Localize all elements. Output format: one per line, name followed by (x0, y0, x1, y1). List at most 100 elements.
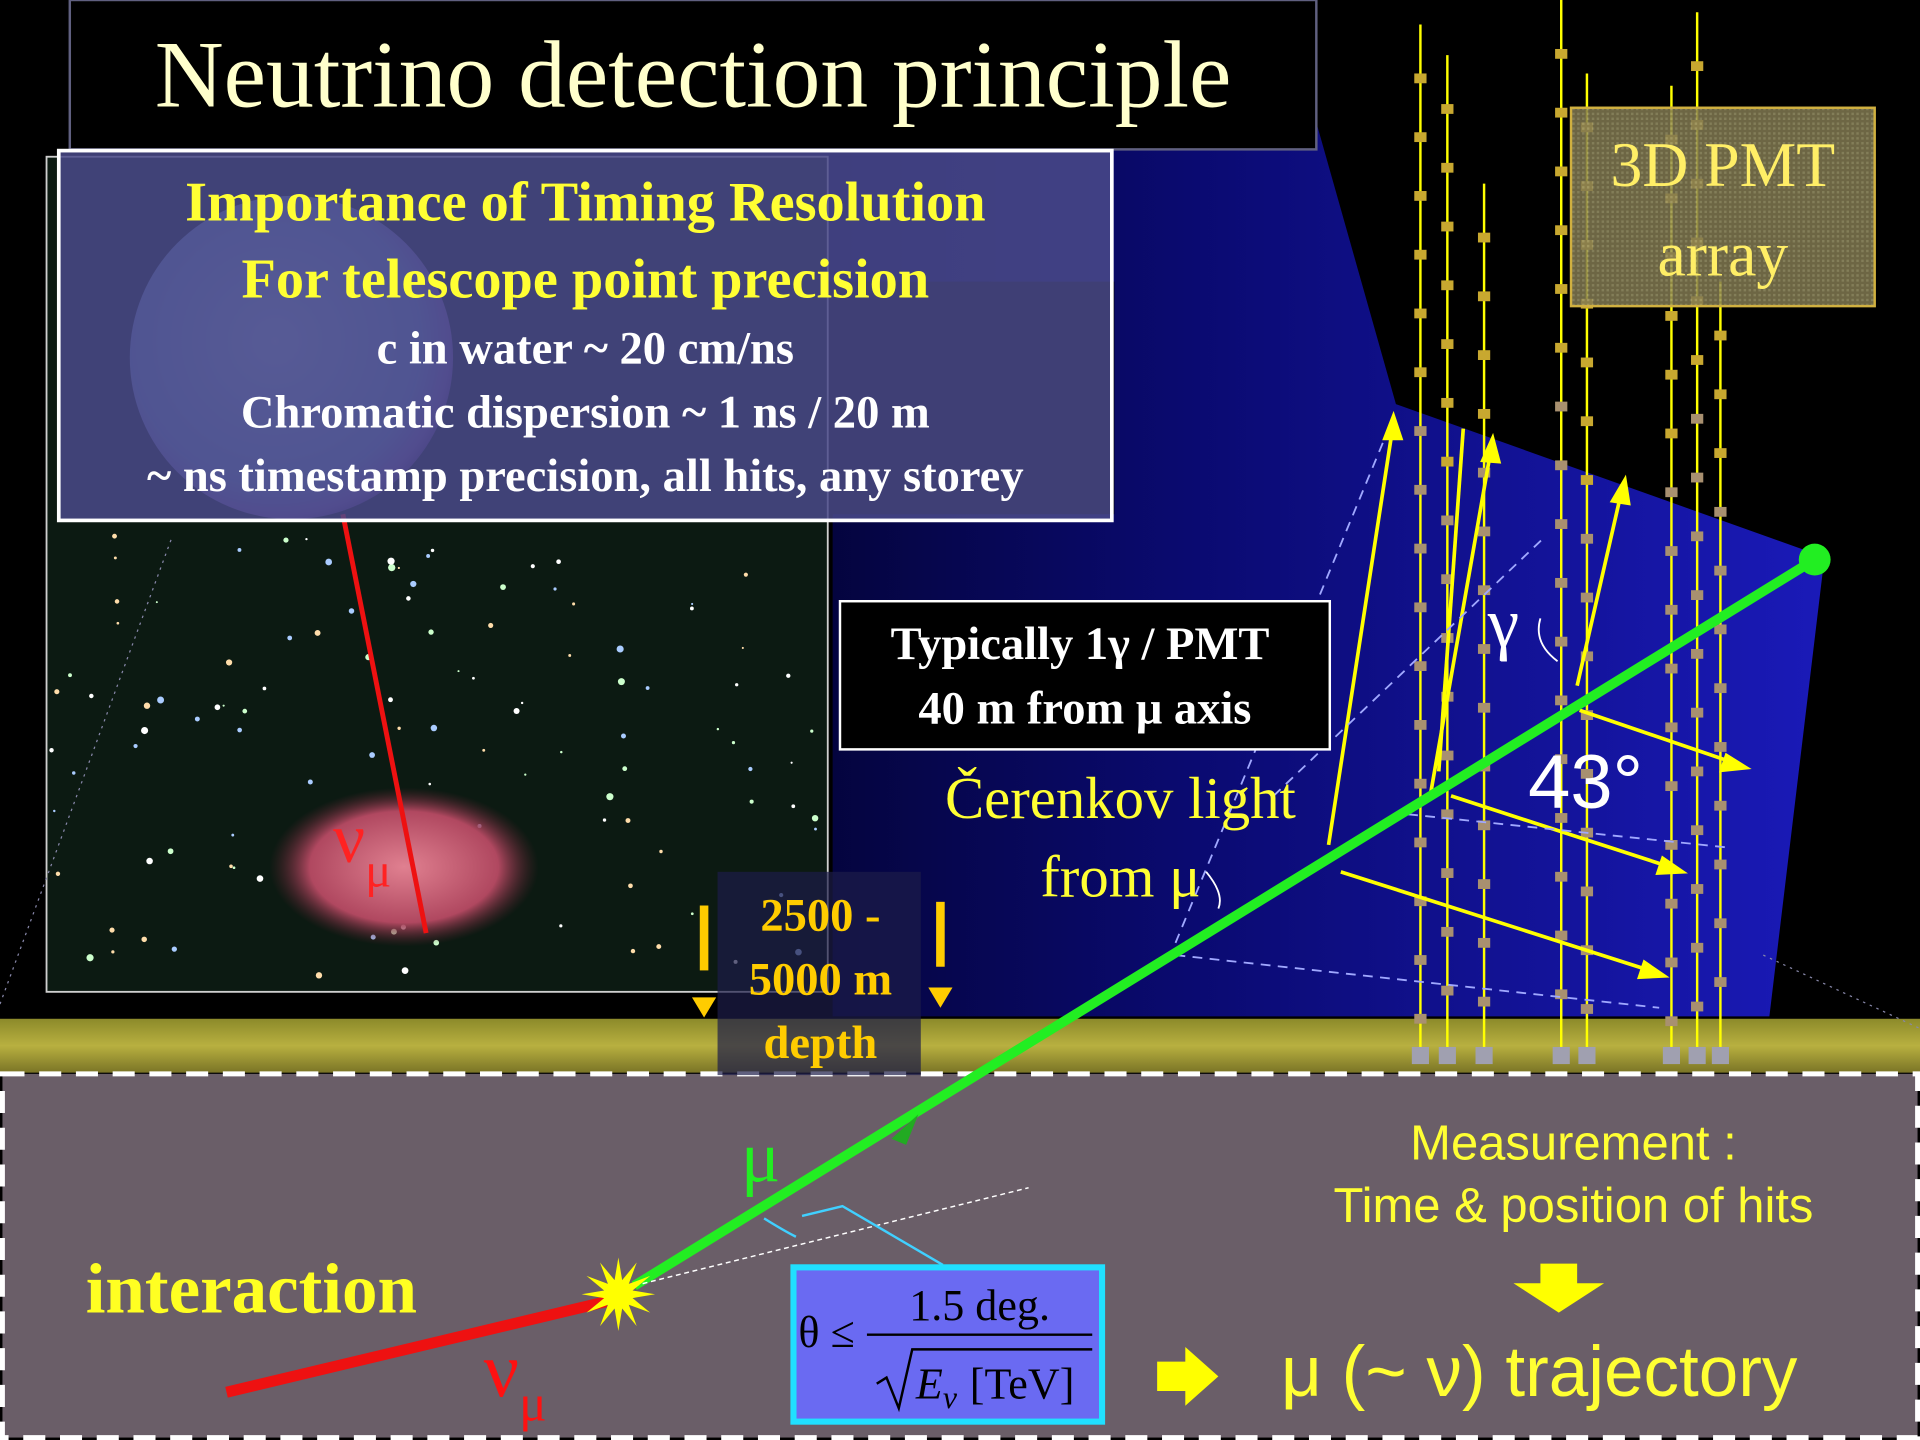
star (257, 875, 264, 882)
timing-heading: For telescope point precision (241, 249, 929, 311)
pmt (1665, 370, 1677, 380)
star (748, 767, 752, 771)
star (810, 730, 813, 733)
pmt (1555, 519, 1567, 529)
pmt (1691, 1002, 1703, 1012)
star (54, 689, 59, 694)
pmt (1691, 767, 1703, 777)
slide: Neutrino detection principle Importance … (0, 0, 1920, 1440)
star (572, 602, 575, 605)
pmt (1555, 637, 1567, 647)
pmt (1441, 280, 1453, 290)
star (117, 622, 120, 625)
star (109, 928, 114, 933)
pmt (1414, 544, 1426, 554)
pmt (1555, 578, 1567, 588)
star (112, 534, 117, 539)
pmt (1555, 872, 1567, 882)
anchor (1476, 1047, 1493, 1064)
star (621, 734, 626, 739)
star (791, 804, 795, 808)
pmt (1478, 938, 1490, 948)
star (89, 694, 93, 698)
pmt (1478, 409, 1490, 419)
star (387, 558, 394, 565)
pmt (1581, 534, 1593, 544)
pmt (1665, 781, 1677, 791)
star (141, 937, 147, 943)
pmt (1414, 720, 1426, 730)
pmt (1441, 751, 1453, 761)
pmt (1414, 73, 1426, 83)
seabed (0, 1019, 1920, 1073)
star (238, 548, 242, 552)
pmt (1414, 602, 1426, 612)
star (742, 647, 744, 649)
star (812, 815, 818, 821)
star (691, 603, 693, 605)
pmt (1441, 163, 1453, 173)
pmt (1441, 398, 1453, 408)
pmt (1691, 649, 1703, 659)
star (521, 702, 523, 704)
pmt (1414, 426, 1426, 436)
pmt (1478, 527, 1490, 537)
pmt (1555, 696, 1567, 706)
measurement-label: Measurement : (1410, 1117, 1737, 1171)
pmt (1665, 429, 1677, 439)
pmt (1478, 703, 1490, 713)
pmt (1691, 473, 1703, 483)
pmt-label: array (1657, 219, 1788, 290)
star (263, 687, 267, 691)
pmt (1414, 955, 1426, 965)
page: Neutrino detection principle Importance … (0, 0, 1920, 1440)
title: Neutrino detection principle (155, 22, 1232, 128)
neutrino-subscript: μ (519, 1375, 547, 1432)
pmt (1665, 487, 1677, 497)
pmt (1714, 742, 1726, 752)
star (157, 697, 164, 704)
pmt (1691, 590, 1703, 600)
anchor (1439, 1047, 1456, 1064)
pmt (1441, 457, 1453, 467)
pmt (1414, 485, 1426, 495)
star (426, 554, 430, 558)
formula-lhs: θ ≤ (798, 1308, 854, 1357)
anchor (1663, 1047, 1680, 1064)
star (115, 599, 120, 604)
pmt (1665, 546, 1677, 556)
formula-numerator: 1.5 deg. (909, 1281, 1050, 1330)
pmt (1441, 986, 1453, 996)
pmt (1414, 661, 1426, 671)
star (223, 705, 225, 707)
pmt (1691, 531, 1703, 541)
pmt (1714, 448, 1726, 458)
star (398, 567, 400, 569)
depth-label: 5000 m (749, 954, 892, 1005)
star (553, 587, 556, 590)
gamma-label: γ (1487, 585, 1519, 663)
star (68, 673, 72, 677)
neutrino-symbol: ν (333, 800, 365, 878)
star (283, 537, 288, 542)
star (86, 954, 93, 961)
star (428, 629, 433, 634)
track-end (1799, 544, 1831, 576)
star (388, 697, 393, 702)
star (325, 559, 332, 566)
star (622, 766, 627, 771)
pmt (1414, 191, 1426, 201)
anchor (1712, 1047, 1729, 1064)
pmt (1414, 838, 1426, 848)
star (406, 596, 411, 601)
timing-line: ~ ns timestamp precision, all hits, any … (147, 451, 1024, 502)
depth-label: 2500 - (760, 891, 880, 942)
star (431, 725, 437, 731)
star (603, 818, 606, 821)
star (195, 717, 200, 722)
star (735, 683, 738, 686)
star (133, 744, 137, 748)
pmt (1441, 516, 1453, 526)
pmt (1714, 389, 1726, 399)
pmt (1691, 825, 1703, 835)
